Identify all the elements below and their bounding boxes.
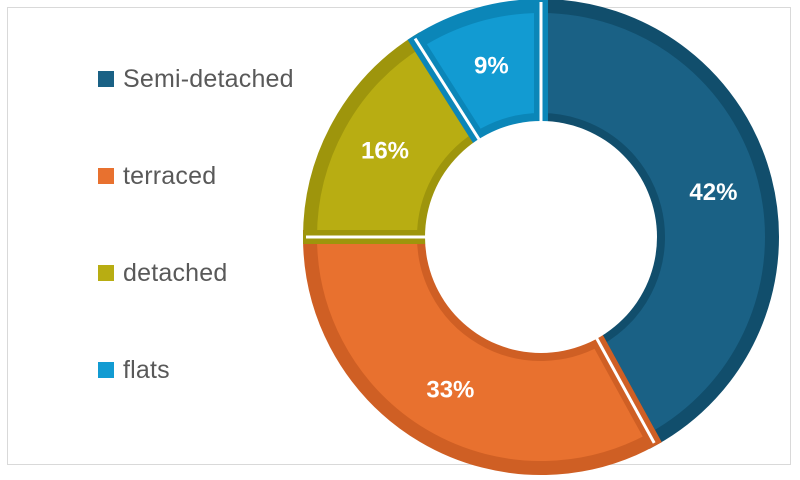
legend-item-flats: flats [98, 355, 170, 385]
legend-swatch-flats [98, 362, 114, 378]
data-label-flats: 9% [474, 53, 509, 80]
legend-swatch-detached [98, 265, 114, 281]
slice-separator [594, 335, 656, 444]
slice-semi-detached [534, 0, 779, 449]
legend-label-semi-detached: Semi-detached [123, 64, 294, 93]
legend-swatch-terraced [98, 168, 114, 184]
legend-swatch-semi-detached [98, 71, 114, 87]
legend-label-detached: detached [123, 258, 228, 287]
donut-hole [425, 121, 657, 353]
donut-slices [302, 0, 779, 475]
slice-terraced [302, 230, 662, 475]
donut-data-labels: 42% 33% 16% 9% [306, 2, 737, 444]
legend-item-semi-detached: Semi-detached [98, 64, 294, 94]
data-label-detached: 16% [361, 138, 409, 165]
legend-label-flats: flats [123, 355, 170, 384]
slice-separator [413, 37, 482, 143]
legend-label-terraced: terraced [123, 161, 217, 190]
legend-item-terraced: terraced [98, 161, 216, 191]
legend-item-detached: detached [98, 258, 227, 288]
data-label-terraced: 33% [426, 377, 474, 404]
data-label-semi-detached: 42% [689, 179, 737, 206]
